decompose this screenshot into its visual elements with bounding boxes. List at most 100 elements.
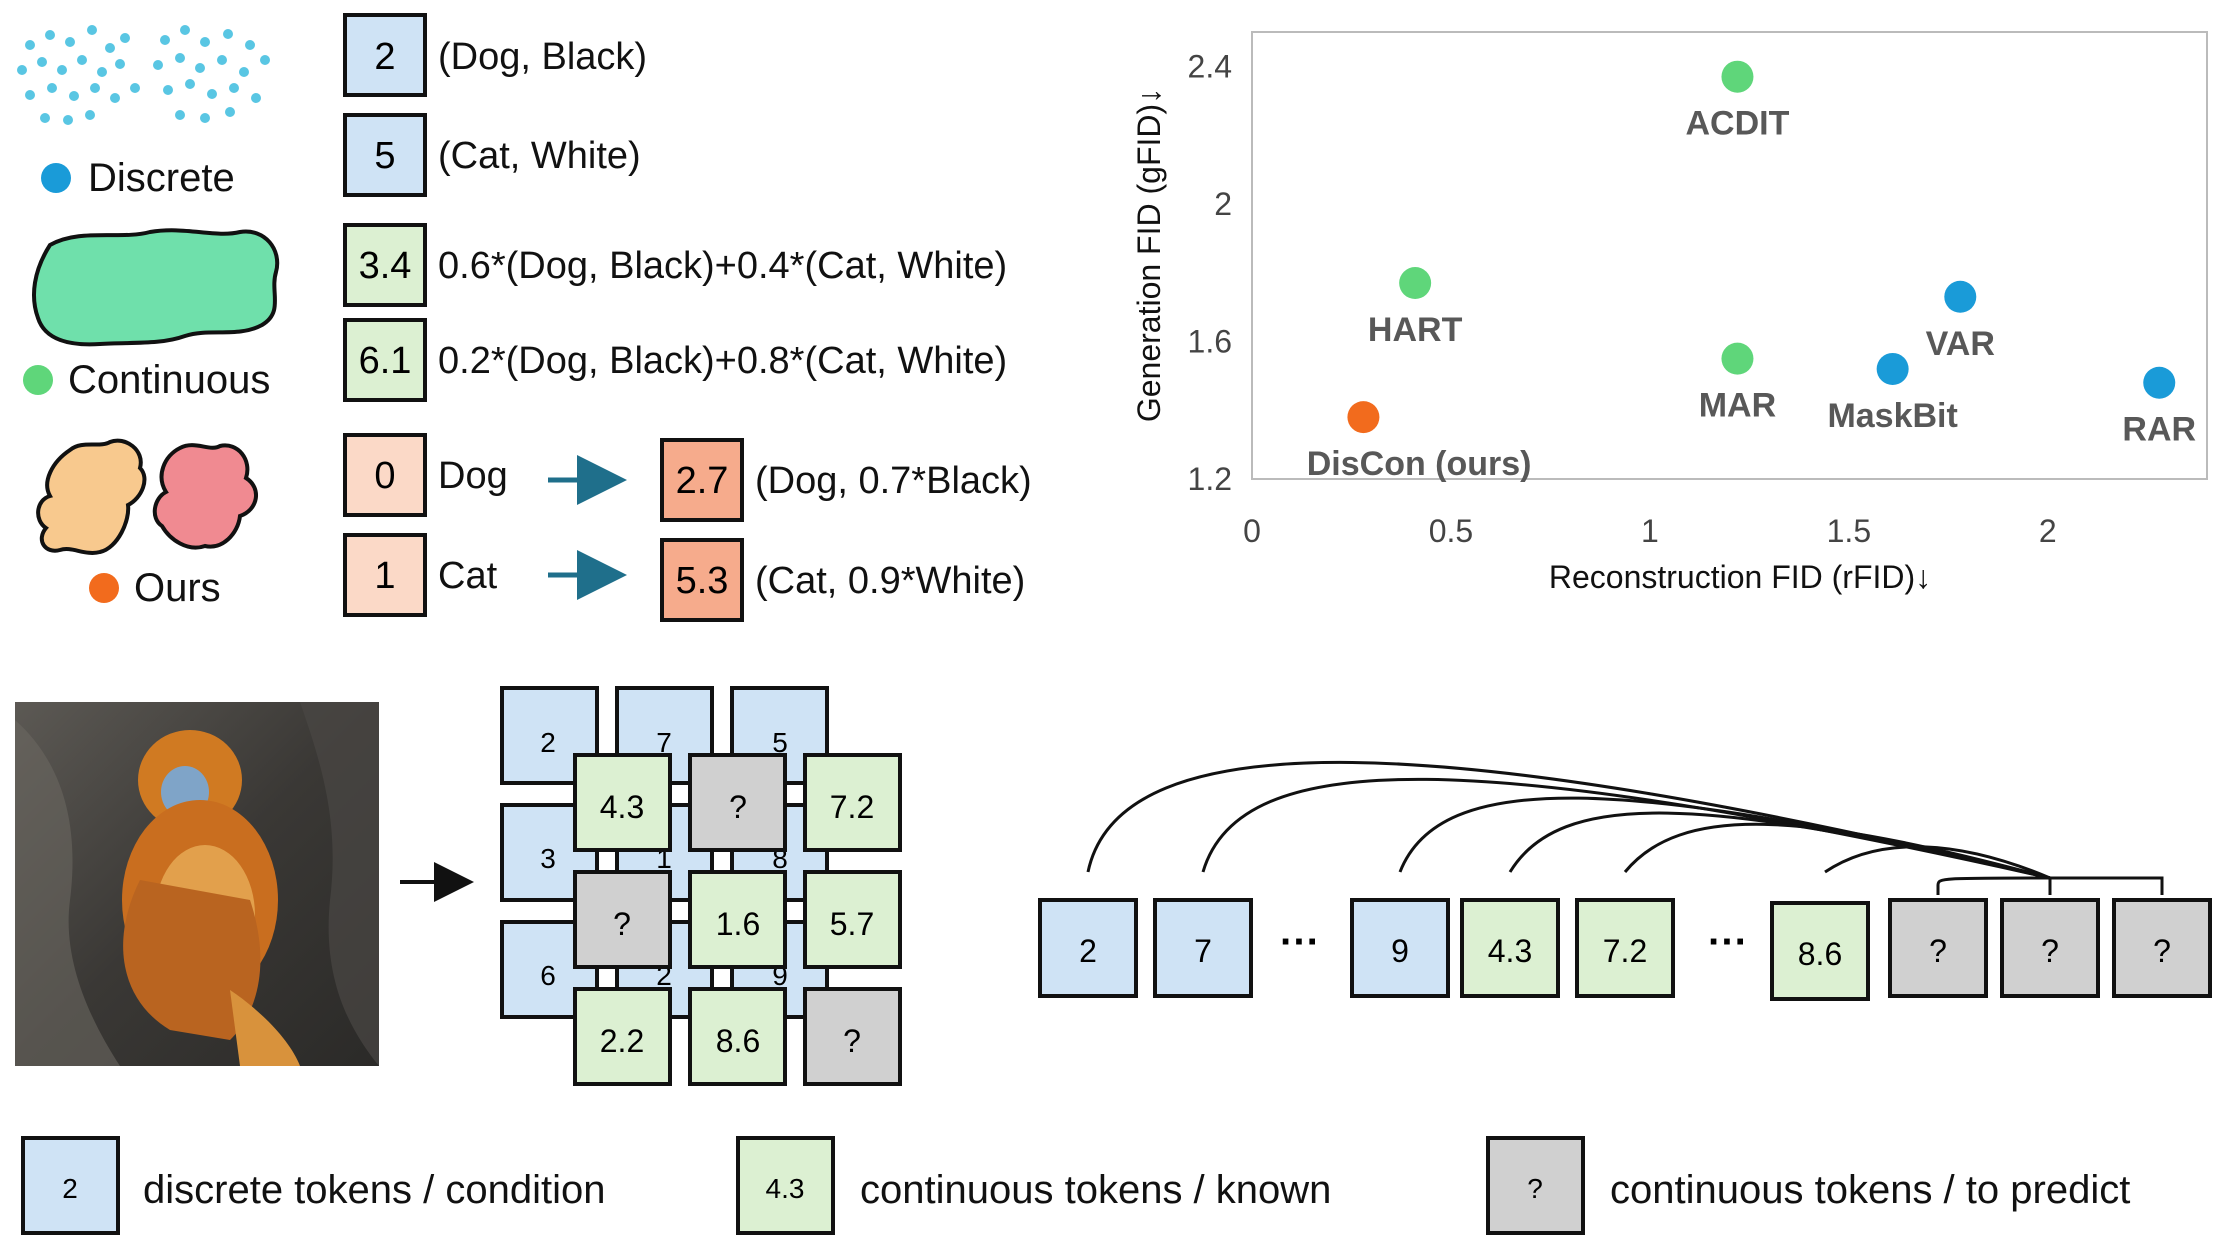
token-value: 2.7	[676, 460, 729, 502]
y-tick-label: 1.2	[1188, 461, 1232, 497]
grid-token: 6	[540, 960, 556, 991]
x-tick-label: 0	[1243, 513, 1261, 549]
continuous-example-1: 3.4 0.6*(Dog, Black)+0.4*(Cat, White)	[343, 223, 1007, 307]
x-axis-label: Reconstruction FID (rFID)↓	[1549, 559, 1931, 595]
token-value: 5	[374, 135, 395, 177]
token-value: 5.3	[676, 560, 729, 602]
x-tick-label: 1	[1641, 513, 1659, 549]
grid-token: 3	[540, 843, 556, 874]
grid-token: 5	[772, 727, 788, 758]
token-description: (Dog, 0.7*Black)	[755, 460, 1032, 502]
scatter-chart: 0 0.5 1 1.5 2 1.2 1.6 2 2.4 ACDIT HART MAR VAR MaskB…	[1131, 31, 2208, 595]
data-point	[1944, 280, 1977, 313]
sequence-token: 7	[1194, 933, 1212, 969]
data-point	[1721, 342, 1754, 375]
token-grid: 2 7 5 3 1 8 6 2 9 4.3 ? 7.2 ?	[500, 686, 902, 1086]
discrete-example-1: 2 (Dog, Black)	[343, 13, 647, 97]
ellipsis: ···	[1708, 920, 1748, 964]
continuous-grid-layer: 4.3 ? 7.2 ? 1.6 5.7 2.2 8.6 ?	[573, 753, 902, 1086]
ours-example-1: 0 Dog 2.7 (Dog, 0.7*Black)	[343, 433, 1032, 522]
legend-known: 4.3 continuous tokens / known	[736, 1136, 1331, 1235]
token-value: 1	[374, 555, 395, 597]
point-label: ACDIT	[1686, 105, 1790, 143]
grid-token: 7	[656, 727, 672, 758]
grid-token: 4.3	[600, 789, 644, 825]
legend-label: discrete tokens / condition	[143, 1168, 605, 1212]
y-tick-label: 1.6	[1188, 323, 1232, 359]
legend-token: 2	[62, 1173, 78, 1204]
legend-label: continuous tokens / known	[860, 1168, 1331, 1212]
attention-arcs	[1086, 761, 2164, 895]
token-sequence: 2 7 ··· 9 4.3 7.2 ··· 8.6 ? ? ?	[1038, 898, 2212, 1001]
sequence-token: 7.2	[1603, 933, 1647, 969]
token-description: (Cat, 0.9*White)	[755, 560, 1025, 602]
point-label: DisCon (ours)	[1307, 445, 1532, 483]
discrete-legend-label: Discrete	[88, 156, 235, 200]
legend-discrete: 2 discrete tokens / condition	[21, 1136, 605, 1235]
legend-label: continuous tokens / to predict	[1610, 1168, 2130, 1212]
grid-token: ?	[729, 789, 747, 825]
grid-token: 2	[540, 727, 556, 758]
y-tick-label: 2	[1214, 186, 1232, 222]
token-value: 6.1	[359, 340, 412, 382]
discrete-illustration	[17, 25, 270, 125]
sequence-token: 8.6	[1798, 936, 1842, 972]
point-label: RAR	[2122, 411, 2196, 449]
point-label: HART	[1368, 311, 1463, 349]
continuous-illustration	[32, 228, 280, 347]
grid-token: 7.2	[830, 789, 874, 825]
continuous-dot-icon	[23, 365, 53, 395]
token-description: (Cat, White)	[438, 135, 641, 177]
token-description: Dog	[438, 455, 508, 497]
sequence-token: ?	[1929, 933, 1947, 969]
token-description: 0.6*(Dog, Black)+0.4*(Cat, White)	[438, 245, 1007, 287]
sequence-token: ?	[2153, 933, 2171, 969]
grid-token: 8.6	[716, 1023, 760, 1059]
data-point	[2143, 366, 2176, 399]
point-label: MaskBit	[1827, 397, 1957, 435]
data-point	[1399, 267, 1432, 300]
data-point	[1347, 401, 1380, 434]
grid-token: ?	[613, 906, 631, 942]
continuous-example-2: 6.1 0.2*(Dog, Black)+0.8*(Cat, White)	[343, 318, 1007, 402]
plot-frame	[1251, 31, 2208, 480]
y-tick-label: 2.4	[1188, 48, 1232, 84]
point-label: MAR	[1699, 387, 1776, 425]
axis-ticks: 0 0.5 1 1.5 2 1.2 1.6 2 2.4	[1188, 48, 2057, 549]
x-tick-label: 0.5	[1429, 513, 1473, 549]
grid-token: ?	[843, 1023, 861, 1059]
y-axis-label: Generation FID (gFID)↓	[1131, 88, 1167, 422]
discrete-dot-icon	[41, 163, 71, 193]
token-value: 3.4	[359, 245, 412, 287]
continuous-legend-label: Continuous	[68, 358, 270, 402]
x-tick-label: 2	[2039, 513, 2057, 549]
grid-token: 5.7	[830, 906, 874, 942]
sequence-token: 4.3	[1488, 933, 1532, 969]
data-points: ACDIT HART MAR VAR MaskBit RAR DisCon (ours)	[1307, 60, 2196, 483]
data-point	[1876, 352, 1909, 385]
legend-token: ?	[1527, 1173, 1543, 1204]
token-description: (Dog, Black)	[438, 36, 647, 78]
monkey-image	[15, 702, 379, 1066]
token-value: 2	[374, 36, 395, 78]
ellipsis: ···	[1280, 920, 1320, 964]
grid-token: 2.2	[600, 1023, 644, 1059]
token-value: 0	[374, 455, 395, 497]
point-label: VAR	[1926, 325, 1995, 363]
data-point	[1721, 60, 1754, 93]
token-description: Cat	[438, 555, 498, 597]
ours-legend-label: Ours	[134, 566, 221, 610]
grid-token: 1.6	[716, 906, 760, 942]
x-tick-label: 1.5	[1827, 513, 1871, 549]
sequence-token: ?	[2041, 933, 2059, 969]
discrete-example-2: 5 (Cat, White)	[343, 113, 641, 197]
token-description: 0.2*(Dog, Black)+0.8*(Cat, White)	[438, 340, 1007, 382]
sequence-token: 2	[1079, 933, 1097, 969]
sequence-token: 9	[1391, 933, 1409, 969]
ours-example-2: 1 Cat 5.3 (Cat, 0.9*White)	[343, 533, 1025, 622]
legend-token: 4.3	[766, 1173, 805, 1204]
ours-dot-icon	[89, 573, 119, 603]
ours-illustration	[36, 438, 258, 555]
legend-predict: ? continuous tokens / to predict	[1486, 1136, 2130, 1235]
